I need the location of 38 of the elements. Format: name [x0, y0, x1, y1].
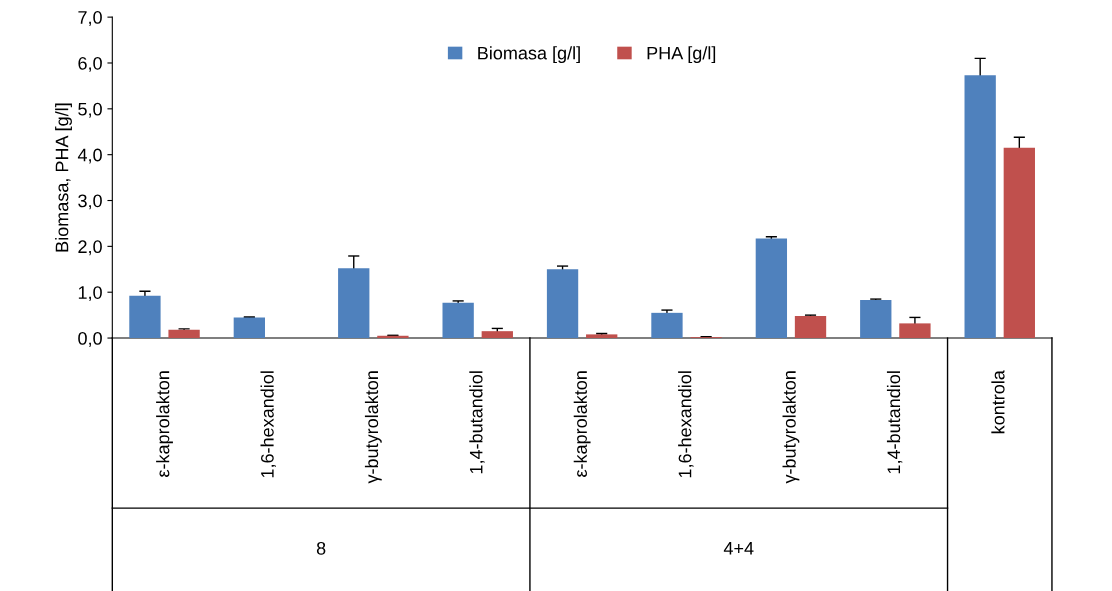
x-tick-label: 1,6-hexandiol — [678, 371, 694, 478]
legend-label: PHA [g/l] — [647, 46, 716, 64]
bar — [586, 334, 618, 339]
x-tick-label: ε-kaprolakton — [573, 371, 591, 477]
x-tick-label: 1,6-hexandiol — [260, 371, 276, 478]
bar — [129, 295, 161, 339]
bar — [377, 335, 409, 339]
text: 8 — [316, 541, 326, 555]
bar — [481, 331, 513, 339]
bar — [651, 312, 683, 339]
y-tick-label: 1,0 — [78, 286, 102, 302]
bar — [338, 268, 370, 339]
y-tick-label: 5,0 — [78, 102, 102, 118]
bar — [755, 238, 788, 339]
bar — [168, 329, 200, 339]
y-tick-label: 6,0 — [78, 56, 102, 72]
bar — [233, 317, 265, 339]
bar — [546, 269, 579, 339]
x-tick-label: γ-butyrolakton — [364, 371, 382, 484]
x-tick-label: γ-butyrolakton — [782, 371, 800, 484]
bar — [899, 323, 931, 339]
y-tick-label: 4,0 — [77, 148, 102, 164]
bar — [860, 300, 892, 339]
x-tick-label: kontrola — [991, 370, 1005, 434]
bar — [794, 316, 827, 339]
y-tick-label: 0,0 — [78, 331, 102, 347]
bar — [1003, 147, 1035, 339]
x-tick-label: 1,4-butandiol — [886, 371, 903, 474]
y-tick-label: 7,0 — [78, 11, 102, 26]
text: 4+4 — [723, 542, 754, 555]
bar — [442, 302, 474, 339]
x-tick-label: 1,4-butandiol — [469, 371, 485, 474]
bar — [964, 75, 996, 339]
y-tick-label: 2,0 — [78, 240, 102, 256]
y-axis-title: Biomasa, PHA [g/l] — [55, 103, 72, 252]
legend-label: Biomasa [g/l] — [478, 46, 580, 64]
y-tick-label: 3,0 — [78, 194, 102, 210]
x-tick-label: ε-kaprolakton — [156, 371, 173, 477]
